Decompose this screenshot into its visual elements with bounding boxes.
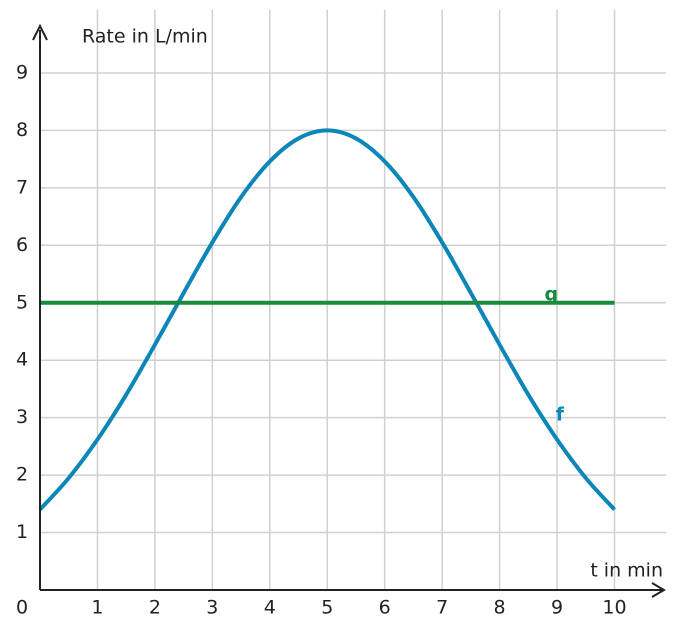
y-tick-label: 5 (16, 291, 28, 313)
x-tick-label: 6 (379, 597, 391, 619)
x-tick-label: 1 (91, 597, 103, 619)
axes (32, 23, 666, 598)
x-tick-label: 8 (494, 597, 506, 619)
y-tick-label: 3 (16, 406, 28, 428)
x-tick-label: 7 (436, 597, 448, 619)
y-tick-label: 4 (16, 349, 28, 371)
y-tick-label: 8 (16, 119, 28, 141)
x-tick-label: 10 (602, 597, 626, 619)
y-tick-label: 6 (16, 234, 28, 256)
x-tick-label: 9 (551, 597, 563, 619)
x-tick-label: 0 (16, 597, 28, 619)
grid (40, 9, 667, 590)
x-tick-label: 3 (206, 597, 218, 619)
y-tick-label: 9 (16, 61, 28, 83)
y-axis-label: Rate in L/min (82, 26, 208, 48)
y-tick-label: 7 (16, 176, 28, 198)
plot-area (38, 128, 616, 511)
y-tick-label: 1 (16, 521, 28, 543)
line-f (38, 128, 616, 511)
x-tick-label: 5 (321, 597, 333, 619)
y-tick-label: 2 (16, 464, 28, 486)
x-axis-label: t in min (590, 560, 663, 582)
x-tick-label: 4 (264, 597, 276, 619)
series-label: f (556, 403, 565, 425)
series-label: g (545, 284, 559, 306)
x-tick-label: 2 (149, 597, 161, 619)
